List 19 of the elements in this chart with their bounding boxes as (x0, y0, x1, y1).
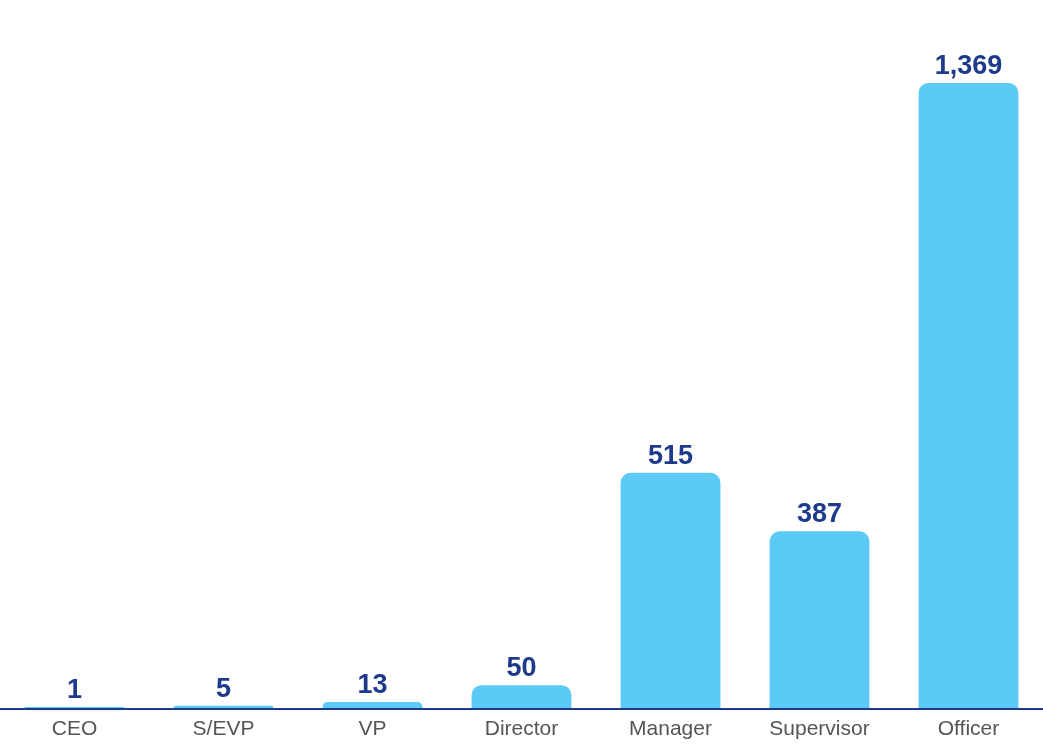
bar (471, 685, 572, 708)
data-label: 5 (215, 672, 232, 703)
x-tick-label: VP (358, 716, 387, 740)
x-tick-label: CEO (51, 716, 98, 740)
x-tick-label: Supervisor (769, 716, 870, 740)
bar (322, 702, 423, 708)
data-label: 1,369 (934, 49, 1003, 80)
bar (769, 531, 870, 708)
data-label: 387 (796, 498, 843, 529)
data-label: 515 (647, 439, 694, 470)
x-tick-label: Director (484, 716, 559, 740)
data-label: 13 (357, 669, 388, 700)
bar (918, 82, 1019, 708)
bar (620, 472, 721, 708)
x-tick-label: S/EVP (192, 716, 255, 740)
x-tick-label: Manager (629, 716, 712, 740)
data-label: 1 (66, 674, 83, 704)
x-tick-label: Officer (937, 716, 1000, 740)
data-label: 50 (506, 652, 537, 683)
